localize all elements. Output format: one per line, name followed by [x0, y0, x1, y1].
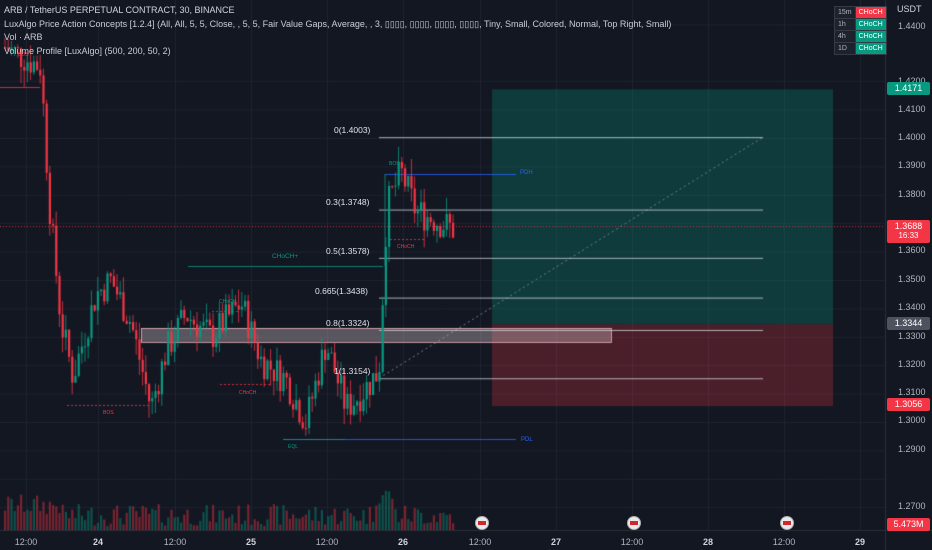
- price-tick: 1.3100: [898, 387, 926, 397]
- mtf-timeframe: 15m: [834, 6, 856, 19]
- economic-event-flag-icon[interactable]: [780, 516, 794, 530]
- target-price-tag: 1.4171: [887, 82, 930, 95]
- time-tick: 12:00: [772, 537, 796, 547]
- mtf-row-1h: 1h CHoCH: [834, 18, 887, 31]
- time-tick-day: 25: [245, 537, 257, 547]
- price-tick: 1.4200: [898, 76, 926, 86]
- entry-price-tag: 1.3344: [887, 317, 930, 330]
- time-tick: 12:00: [468, 537, 492, 547]
- price-tick: 1.3500: [898, 274, 926, 284]
- pdh-label: PDH: [520, 170, 533, 176]
- bos-label-top: BOS: [18, 52, 29, 58]
- price-tick: 1.4000: [898, 132, 926, 142]
- mtf-signal: CHoCH: [854, 30, 887, 43]
- economic-event-flag-icon[interactable]: [627, 516, 641, 530]
- price-tick: 1.4400: [898, 21, 926, 31]
- fib-level-0: 0(1.4003): [334, 125, 371, 135]
- stop-price-tag: 1.3056: [887, 398, 930, 411]
- choch-label-bull: CHoCH: [219, 299, 237, 305]
- volume-tag: 5.473M: [887, 518, 930, 531]
- price-tick: 1.2900: [898, 444, 926, 454]
- time-tick: 12:00: [620, 537, 644, 547]
- fib-level-1: 1(1.3154): [334, 366, 371, 376]
- time-tick-day: 27: [550, 537, 562, 547]
- mtf-row-15m: 15m CHoCH: [834, 6, 887, 19]
- time-tick-day: 29: [854, 537, 866, 547]
- time-tick-day: 26: [397, 537, 409, 547]
- bos-label-bottom: BOS: [103, 410, 114, 416]
- fib-level-0.665: 0.665(1.3438): [315, 286, 368, 296]
- eql-label: EQL: [288, 444, 299, 450]
- bar-countdown: 16:33: [898, 231, 919, 240]
- mtf-timeframe: 4h: [834, 30, 856, 43]
- price-tick: 1.3300: [898, 331, 926, 341]
- mtf-row-4h: 4h CHoCH: [834, 30, 887, 43]
- price-tick: 1.3000: [898, 415, 926, 425]
- economic-event-flag-icon[interactable]: [475, 516, 489, 530]
- price-tick: 1.4100: [898, 104, 926, 114]
- mtf-timeframe: 1D: [834, 42, 856, 55]
- mtf-row-1d: 1D CHoCH: [834, 42, 887, 55]
- chart-legend: ARB / TetherUS PERPETUAL CONTRACT, 30, B…: [4, 4, 671, 58]
- mtf-signal: CHoCH: [854, 6, 887, 19]
- price-tick: 1.3800: [898, 189, 926, 199]
- price-tick: 1.3200: [898, 359, 926, 369]
- price-tick: 1.3900: [898, 160, 926, 170]
- fib-level-0.5: 0.5(1.3578): [326, 246, 370, 256]
- mtf-signal: CHoCH: [854, 42, 887, 55]
- indicator-volume[interactable]: Vol · ARB: [4, 32, 43, 42]
- time-tick: 12:00: [14, 537, 38, 547]
- pdl-label: PDL: [521, 437, 533, 443]
- fib-level-0.8: 0.8(1.3324): [326, 318, 370, 328]
- time-tick-day: 24: [92, 537, 104, 547]
- mtf-signal: CHoCH: [854, 18, 887, 31]
- bos-label-bull: BOS: [389, 161, 400, 167]
- mtf-dashboard-table: 15m CHoCH 1h CHoCH 4h CHoCH 1D CHoCH: [834, 6, 887, 55]
- mtf-timeframe: 1h: [834, 18, 856, 31]
- currency-label: USDT: [897, 4, 922, 14]
- indicator-price-action-concepts[interactable]: LuxAlgo Price Action Concepts [1.2.4] (A…: [4, 18, 672, 29]
- last-price-tag: 1.3688 16:33: [887, 220, 930, 243]
- choch-plus-label: CHoCH+: [272, 253, 299, 260]
- price-tick: 1.3600: [898, 245, 926, 255]
- time-tick-day: 28: [702, 537, 714, 547]
- fib-level-0.3: 0.3(1.3748): [326, 197, 370, 207]
- choch-label-bear: CHoCH: [239, 390, 257, 396]
- price-tick: 1.3400: [898, 302, 926, 312]
- symbol-title[interactable]: ARB / TetherUS PERPETUAL CONTRACT, 30, B…: [4, 5, 235, 15]
- indicator-volume-profile[interactable]: Volume Profile [LuxAlgo] (500, 200, 50, …: [4, 45, 171, 56]
- choch-label-recent: CHoCH: [397, 244, 415, 250]
- price-tick: 1.2700: [898, 501, 926, 511]
- time-tick: 12:00: [163, 537, 187, 547]
- last-price-value: 1.3688: [894, 221, 923, 231]
- time-tick: 12:00: [315, 537, 339, 547]
